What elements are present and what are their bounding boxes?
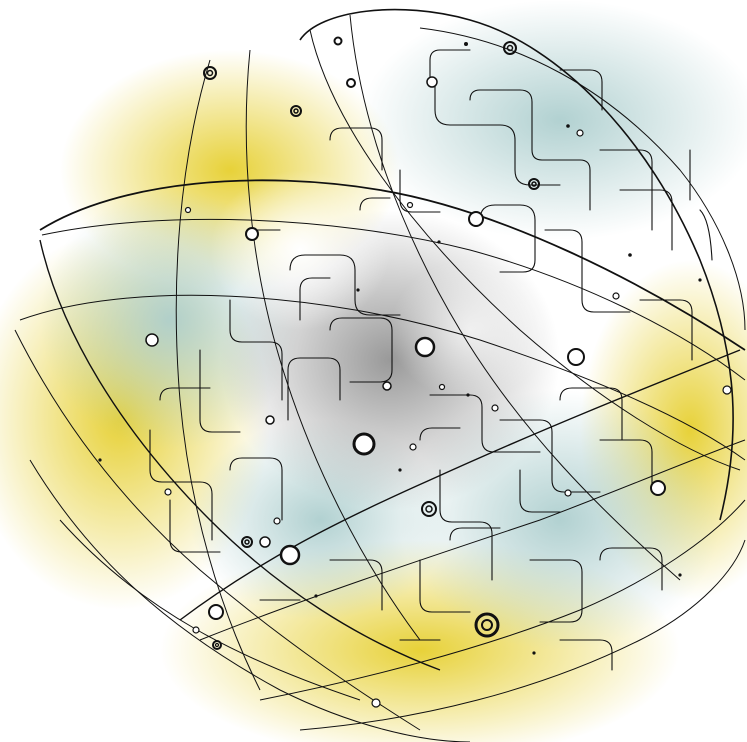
orbit-lines (14, 8, 746, 742)
orbit-dots (98, 42, 702, 655)
circuit-nodes (145, 76, 732, 708)
ringed-nodes (203, 36, 540, 650)
circuit-traces (149, 49, 713, 671)
